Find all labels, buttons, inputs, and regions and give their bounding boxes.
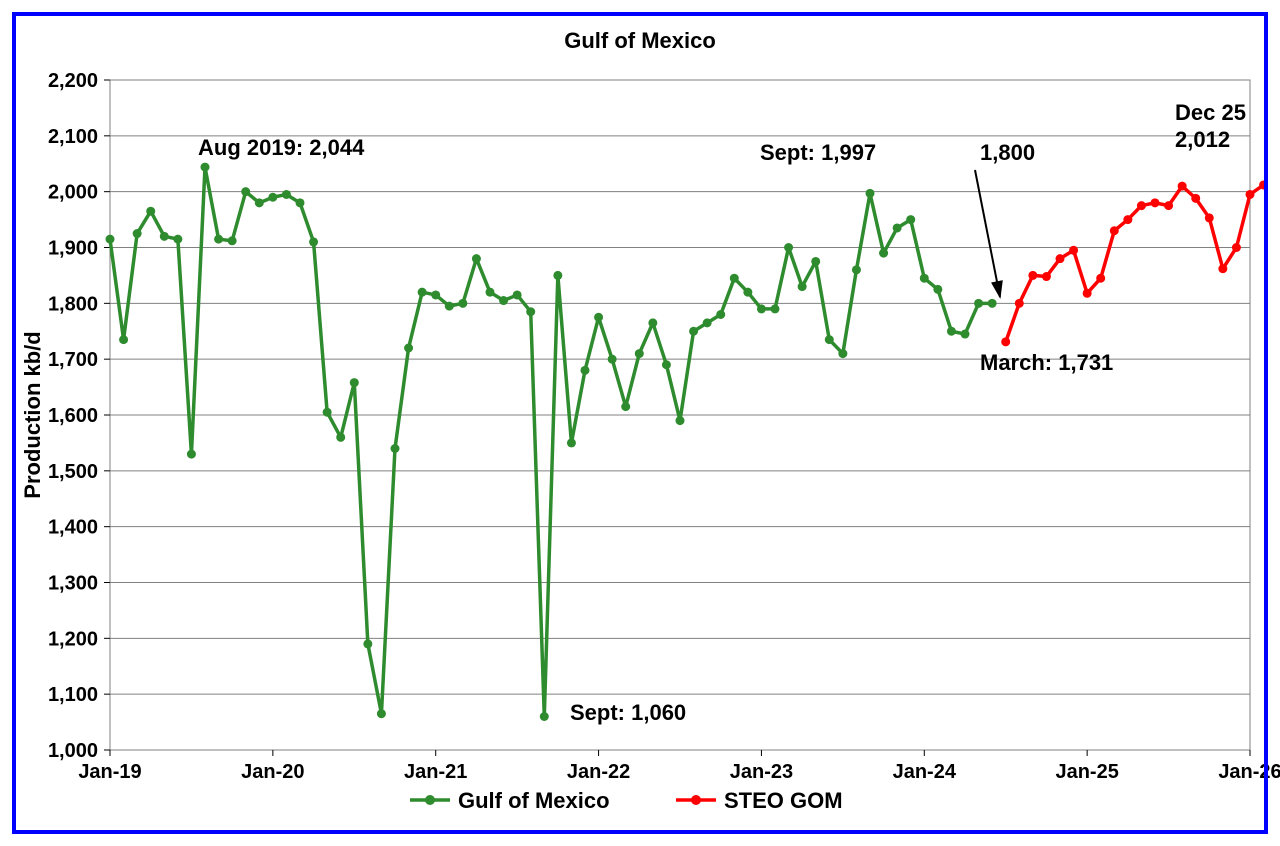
chart-container: 1,0001,1001,2001,3001,4001,5001,6001,700…	[0, 0, 1280, 846]
chart-border	[12, 12, 1268, 834]
